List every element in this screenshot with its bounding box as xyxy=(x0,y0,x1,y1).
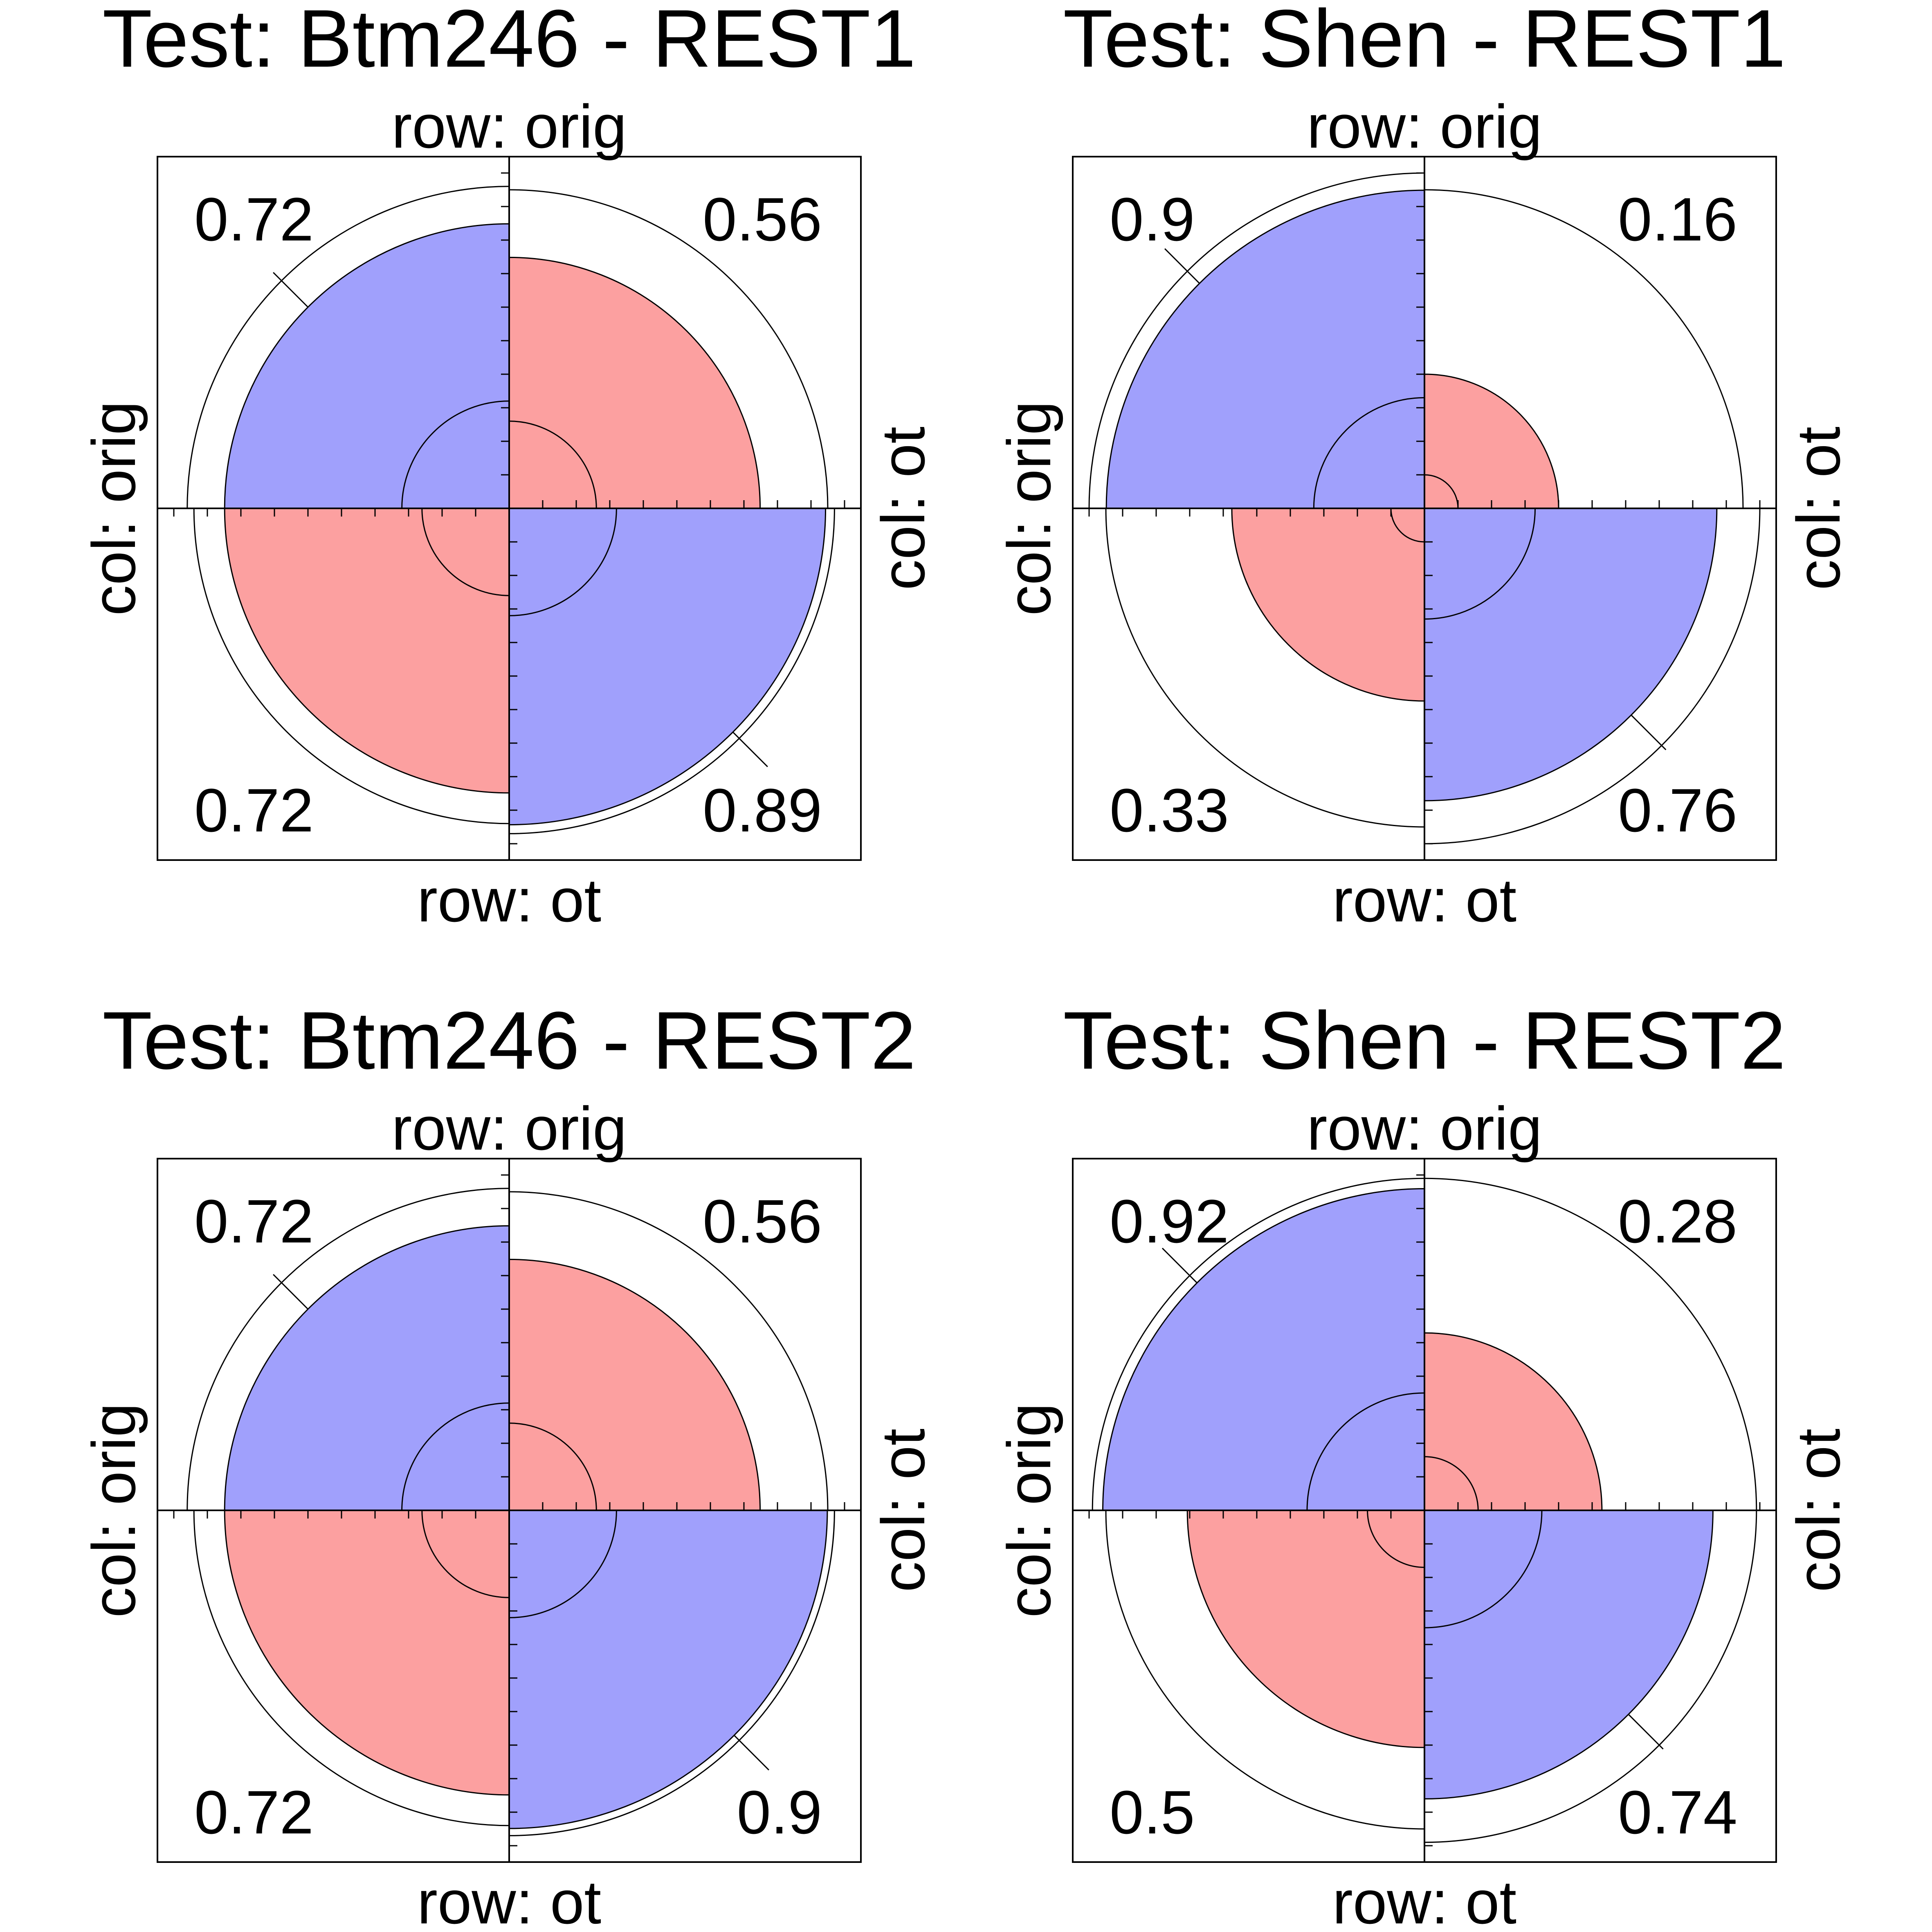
cell-wedge-bottom-right xyxy=(1424,1510,1714,1799)
confidence-ring-inner-bottom-left xyxy=(421,1510,510,1598)
cell-value-bottom-right: 0.89 xyxy=(703,776,822,845)
row-label-top: row: orig xyxy=(391,92,627,161)
cell-wedge-bottom-right xyxy=(508,1510,828,1829)
diagonal-tick-top-left xyxy=(1164,248,1200,284)
col-label-right: col: ot xyxy=(1784,427,1853,590)
diagonal-tick-top-left xyxy=(273,272,309,308)
cell-wedge-top-left xyxy=(224,1225,510,1511)
confidence-ring-inner-top-right xyxy=(509,420,597,509)
fourfold-panel-2: Test: Shen - REST1 row: orig row: ot col: o… xyxy=(995,0,1853,935)
panel-title: Test: Btm246 - REST1 xyxy=(102,0,916,84)
col-label-right: col: ot xyxy=(869,427,937,590)
cell-value-top-left: 0.92 xyxy=(1110,1187,1229,1256)
confidence-ring-inner-bottom-right xyxy=(1424,1510,1543,1629)
row-label-top: row: orig xyxy=(391,1094,627,1163)
panel-frame xyxy=(157,156,862,861)
row-label-bottom: row: ot xyxy=(417,1868,601,1932)
confidence-ring-outer-top-right xyxy=(1424,1177,1757,1511)
row-label-top: row: orig xyxy=(1307,92,1542,161)
cell-wedge-top-right xyxy=(508,1258,761,1511)
confidence-ring-outer-bottom-left xyxy=(1105,508,1425,828)
cell-wedge-bottom-left xyxy=(224,1510,510,1796)
confidence-ring-outer-bottom-left xyxy=(193,508,510,824)
confidence-ring-inner-bottom-left xyxy=(1367,1510,1425,1568)
cell-wedge-top-left xyxy=(1102,1188,1425,1511)
cell-value-bottom-left: 0.5 xyxy=(1110,1778,1195,1847)
cell-value-top-right: 0.56 xyxy=(703,1187,822,1256)
cell-wedge-bottom-left xyxy=(224,508,510,794)
confidence-ring-inner-top-right xyxy=(1424,474,1459,509)
cell-value-bottom-right: 0.9 xyxy=(737,1778,822,1847)
cell-value-bottom-left: 0.72 xyxy=(194,1778,314,1847)
row-label-bottom: row: ot xyxy=(417,866,601,935)
fourfold-panel-4: Test: Shen - REST2 row: orig row: ot col: o… xyxy=(995,995,1853,1932)
row-label-bottom: row: ot xyxy=(1332,1868,1516,1932)
row-label-top: row: orig xyxy=(1307,1094,1542,1163)
col-label-left: col: orig xyxy=(995,401,1063,616)
diagonal-tick-top-left xyxy=(273,1274,309,1310)
diagonal-tick-bottom-right xyxy=(1631,714,1667,750)
cell-value-bottom-right: 0.74 xyxy=(1618,1778,1737,1847)
panel-title: Test: Shen - REST1 xyxy=(1063,0,1786,84)
confidence-ring-outer-top-right xyxy=(509,1191,829,1511)
col-label-right: col: ot xyxy=(869,1429,937,1592)
diagonal-tick-bottom-right xyxy=(732,731,768,767)
cell-value-top-right: 0.28 xyxy=(1618,1187,1737,1256)
panel-frame xyxy=(1072,156,1777,861)
confidence-ring-inner-top-right xyxy=(1424,1456,1479,1511)
panel-title: Test: Shen - REST2 xyxy=(1063,995,1786,1086)
confidence-ring-inner-bottom-left xyxy=(421,508,510,596)
col-label-right: col: ot xyxy=(1784,1429,1853,1592)
confidence-ring-inner-bottom-right xyxy=(1424,508,1536,620)
cell-wedge-bottom-left xyxy=(1231,508,1425,702)
cell-wedge-bottom-right xyxy=(1424,508,1718,802)
row-label-bottom: row: ot xyxy=(1332,866,1516,935)
col-label-left: col: orig xyxy=(995,1403,1063,1617)
confidence-ring-outer-bottom-left xyxy=(193,1510,510,1826)
col-label-left: col: orig xyxy=(79,401,148,616)
cell-value-top-right: 0.56 xyxy=(703,185,822,254)
cell-value-bottom-left: 0.72 xyxy=(194,776,314,845)
cell-wedge-bottom-left xyxy=(1186,1510,1425,1748)
confidence-ring-inner-top-right xyxy=(509,1422,597,1511)
confidence-ring-outer-top-right xyxy=(1424,189,1744,509)
confidence-ring-inner-bottom-right xyxy=(509,508,617,616)
diagonal-tick-bottom-right xyxy=(734,1735,769,1770)
confidence-ring-outer-bottom-left xyxy=(1105,1510,1425,1830)
panel-frame xyxy=(1072,1158,1777,1863)
confidence-ring-inner-top-left xyxy=(401,1402,510,1511)
fourfold-panel-3: Test: Btm246 - REST2 row: orig row: ot col:… xyxy=(79,995,937,1932)
cell-value-bottom-left: 0.33 xyxy=(1110,776,1229,845)
cell-wedge-top-right xyxy=(1424,1332,1603,1511)
confidence-ring-inner-bottom-right xyxy=(509,1510,617,1618)
confidence-ring-inner-top-left xyxy=(401,400,510,509)
panel-frame xyxy=(157,1158,862,1863)
cell-wedge-top-right xyxy=(508,256,761,509)
diagonal-tick-top-left xyxy=(1161,1247,1197,1283)
cell-value-top-left: 0.9 xyxy=(1110,185,1195,254)
cell-wedge-top-right xyxy=(1424,373,1559,509)
cell-value-top-left: 0.72 xyxy=(194,185,314,254)
cell-wedge-top-left xyxy=(1105,189,1425,509)
panel-title: Test: Btm246 - REST2 xyxy=(102,995,916,1086)
cell-wedge-bottom-right xyxy=(508,508,827,826)
cell-value-bottom-right: 0.76 xyxy=(1618,776,1737,845)
cell-value-top-left: 0.72 xyxy=(194,1187,314,1256)
diagonal-tick-bottom-right xyxy=(1628,1714,1664,1750)
fourfold-panel-1: Test: Btm246 - REST1 row: orig row: ot col:… xyxy=(79,0,937,935)
confidence-ring-inner-top-left xyxy=(1306,1392,1425,1511)
confidence-ring-outer-top-right xyxy=(509,189,829,509)
col-label-left: col: orig xyxy=(79,1403,148,1617)
cell-value-top-right: 0.16 xyxy=(1618,185,1737,254)
cell-wedge-top-left xyxy=(224,223,510,509)
confidence-ring-inner-top-left xyxy=(1313,397,1425,509)
confidence-ring-inner-bottom-left xyxy=(1390,508,1425,543)
